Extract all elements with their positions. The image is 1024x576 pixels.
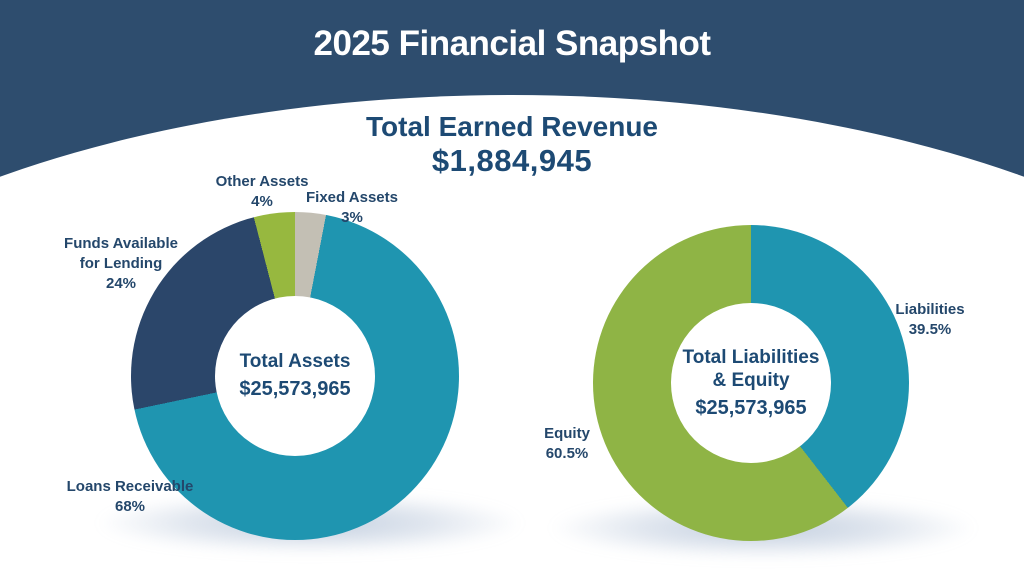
label-funds-available: Funds Available for Lending 24% [64,234,178,294]
assets-center-title: Total Assets [239,351,351,372]
assets-donut-center: Total Assets $25,573,965 [215,296,375,456]
label-loans-receivable-pct: 68% [114,498,146,515]
header-curve-cutout [0,95,1024,210]
revenue-value: $1,884,945 [431,143,593,179]
label-liabilities: Liabilities 39.5% [895,300,964,340]
label-equity-pct: 60.5% [545,445,589,462]
liabilities-center-title-line2: & Equity [712,369,790,391]
label-loans-receivable: Loans Receivable 68% [67,477,194,517]
label-fixed-assets-pct: 3% [341,209,363,226]
liabilities-center-title-line1: Total Liabilities [682,346,820,368]
label-fixed-assets: Fixed Assets 3% [306,188,398,228]
label-funds-available-line1: Funds Available [64,235,178,252]
label-other-assets-text: Other Assets [215,173,309,190]
label-other-assets-pct: 4% [251,193,273,210]
revenue-label: Total Earned Revenue [365,111,658,142]
header-band [0,0,1024,210]
label-equity-text: Equity [544,425,590,442]
label-loans-receivable-text: Loans Receivable [66,478,194,495]
assets-donut-chart: Total Assets $25,573,965 [131,212,459,540]
label-liabilities-text: Liabilities [895,301,965,318]
label-funds-available-pct: 24% [105,275,137,292]
liabilities-center-value: $25,573,965 [695,396,807,419]
liabilities-equity-donut-chart: Total Liabilities & Equity $25,573,965 [593,225,909,541]
label-other-assets: Other Assets 4% [216,172,309,212]
label-equity: Equity 60.5% [544,424,590,464]
liabilities-equity-donut-center: Total Liabilities & Equity $25,573,965 [671,303,831,463]
label-fixed-assets-text: Fixed Assets [306,189,398,206]
label-funds-available-line2: for Lending [79,255,163,272]
assets-center-value: $25,573,965 [239,378,351,400]
label-liabilities-pct: 39.5% [908,321,952,338]
page-title: 2025 Financial Snapshot [313,24,711,63]
total-earned-revenue: Total Earned Revenue $1,884,945 [0,110,1024,180]
